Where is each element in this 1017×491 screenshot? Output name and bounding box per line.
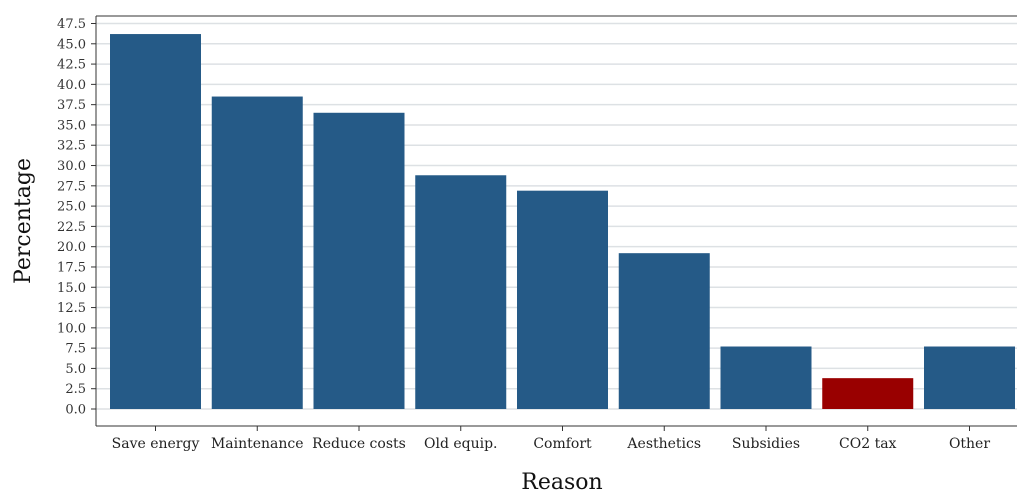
y-tick-label: 22.5: [57, 220, 86, 235]
y-tick-label: 15.0: [57, 281, 86, 296]
x-tick-label: Save energy: [112, 436, 200, 452]
y-tick-label: 37.5: [57, 98, 86, 113]
x-tick-label: Aesthetics: [626, 436, 701, 452]
y-tick-label: 32.5: [57, 139, 86, 154]
y-tick-label: 17.5: [57, 260, 86, 275]
bar-subsidies: [720, 346, 812, 409]
y-tick-label: 42.5: [57, 58, 86, 73]
x-axis-title: Reason: [521, 470, 602, 491]
y-tick-label: 5.0: [65, 362, 86, 377]
y-tick-label: 2.5: [65, 382, 86, 397]
bar-maintenance: [211, 96, 303, 409]
y-axis-title: Percentage: [11, 158, 36, 284]
x-ticks: Save energy Maintenance Reduce costs Old eq…: [112, 426, 990, 452]
y-tick-label: 40.0: [57, 78, 86, 93]
y-tick-label: 27.5: [57, 179, 86, 194]
x-tick-label: Subsidies: [732, 436, 800, 452]
bar-reduce-costs: [313, 112, 405, 409]
x-tick-label: CO2 tax: [839, 436, 897, 452]
bars: [110, 34, 1015, 409]
bar-old-equip: [415, 175, 507, 409]
x-tick-label: Other: [949, 436, 990, 452]
x-tick-label: Reduce costs: [312, 436, 406, 452]
y-tick-label: 47.5: [57, 17, 86, 32]
x-tick-label: Old equip.: [424, 436, 498, 452]
y-tick-label: 20.0: [57, 240, 86, 255]
bar-aesthetics: [618, 253, 710, 409]
bar-other: [924, 346, 1015, 409]
y-tick-label: 7.5: [65, 342, 86, 357]
y-tick-label: 12.5: [57, 301, 86, 316]
y-ticks: 0.0 2.5 5.0 7.5 10.0 12.5 15.0 17.5 20.0 22.5 25.0…: [57, 17, 96, 418]
y-tick-label: 35.0: [57, 118, 86, 133]
y-tick-label: 10.0: [57, 321, 86, 336]
x-tick-label: Comfort: [533, 436, 592, 452]
bar-comfort: [517, 190, 608, 409]
bar-save-energy: [110, 34, 201, 409]
y-tick-label: 30.0: [57, 159, 86, 174]
x-tick-label: Maintenance: [211, 436, 304, 452]
y-tick-label: 45.0: [57, 37, 86, 52]
y-tick-label: 0.0: [65, 403, 86, 418]
bar-co2-tax: [822, 378, 914, 409]
y-tick-label: 25.0: [57, 200, 86, 215]
